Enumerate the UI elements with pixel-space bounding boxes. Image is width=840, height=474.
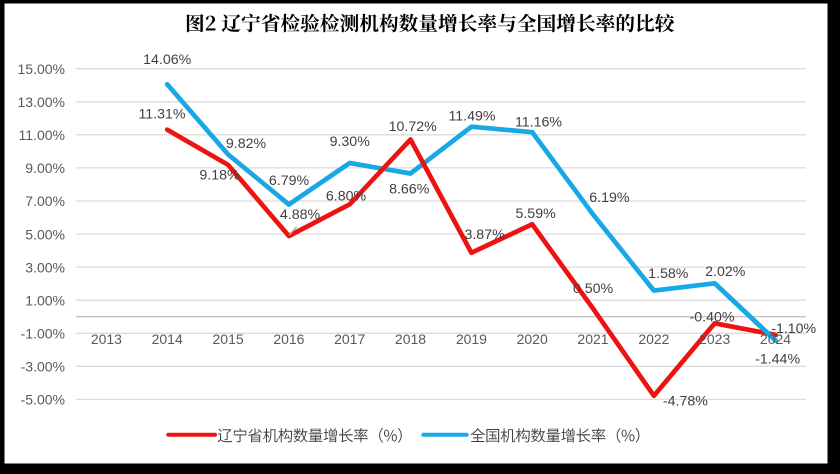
svg-text:4.88%: 4.88%	[280, 207, 321, 223]
svg-text:2018: 2018	[395, 331, 426, 347]
svg-text:-4.78%: -4.78%	[663, 393, 708, 409]
svg-text:2.02%: 2.02%	[705, 264, 746, 280]
svg-text:11.16%: 11.16%	[515, 115, 562, 131]
svg-text:2014: 2014	[152, 331, 183, 347]
svg-text:9.00%: 9.00%	[25, 160, 65, 176]
svg-text:-1.10%: -1.10%	[771, 321, 816, 337]
svg-text:5.59%: 5.59%	[515, 206, 556, 222]
svg-text:7.00%: 7.00%	[25, 193, 65, 209]
svg-text:8.66%: 8.66%	[389, 182, 430, 198]
svg-text:5.00%: 5.00%	[25, 226, 65, 242]
svg-text:1.00%: 1.00%	[25, 292, 65, 308]
svg-text:11.31%: 11.31%	[138, 106, 185, 122]
svg-text:2021: 2021	[577, 331, 608, 347]
svg-text:2015: 2015	[213, 331, 244, 347]
svg-text:9.82%: 9.82%	[226, 136, 267, 152]
svg-text:11.49%: 11.49%	[448, 109, 495, 125]
svg-text:2024: 2024	[760, 331, 791, 347]
svg-text:6.80%: 6.80%	[326, 189, 367, 205]
svg-text:2013: 2013	[91, 331, 122, 347]
svg-text:14.06%: 14.06%	[143, 52, 192, 68]
svg-text:11.00%: 11.00%	[19, 127, 65, 143]
svg-text:2016: 2016	[273, 331, 304, 347]
svg-text:10.72%: 10.72%	[389, 119, 438, 135]
svg-text:9.18%: 9.18%	[199, 167, 240, 183]
svg-text:0.50%: 0.50%	[573, 281, 614, 297]
svg-text:6.79%: 6.79%	[269, 173, 310, 189]
svg-text:2022: 2022	[638, 331, 669, 347]
svg-text:15.00%: 15.00%	[18, 61, 65, 77]
svg-text:-1.44%: -1.44%	[755, 352, 800, 368]
svg-text:2023: 2023	[699, 331, 730, 347]
svg-text:2020: 2020	[517, 331, 548, 347]
svg-text:-3.00%: -3.00%	[21, 359, 65, 375]
svg-text:2019: 2019	[456, 331, 487, 347]
svg-text:9.30%: 9.30%	[330, 134, 371, 150]
svg-text:2017: 2017	[334, 331, 365, 347]
svg-text:-0.40%: -0.40%	[690, 310, 735, 326]
svg-text:3.00%: 3.00%	[25, 259, 65, 275]
svg-text:1.58%: 1.58%	[648, 266, 689, 282]
svg-text:-1.00%: -1.00%	[21, 326, 65, 342]
svg-text:-5.00%: -5.00%	[21, 392, 65, 408]
svg-text:6.19%: 6.19%	[589, 190, 630, 206]
svg-text:3.87%: 3.87%	[464, 227, 505, 243]
svg-text:13.00%: 13.00%	[18, 94, 65, 110]
